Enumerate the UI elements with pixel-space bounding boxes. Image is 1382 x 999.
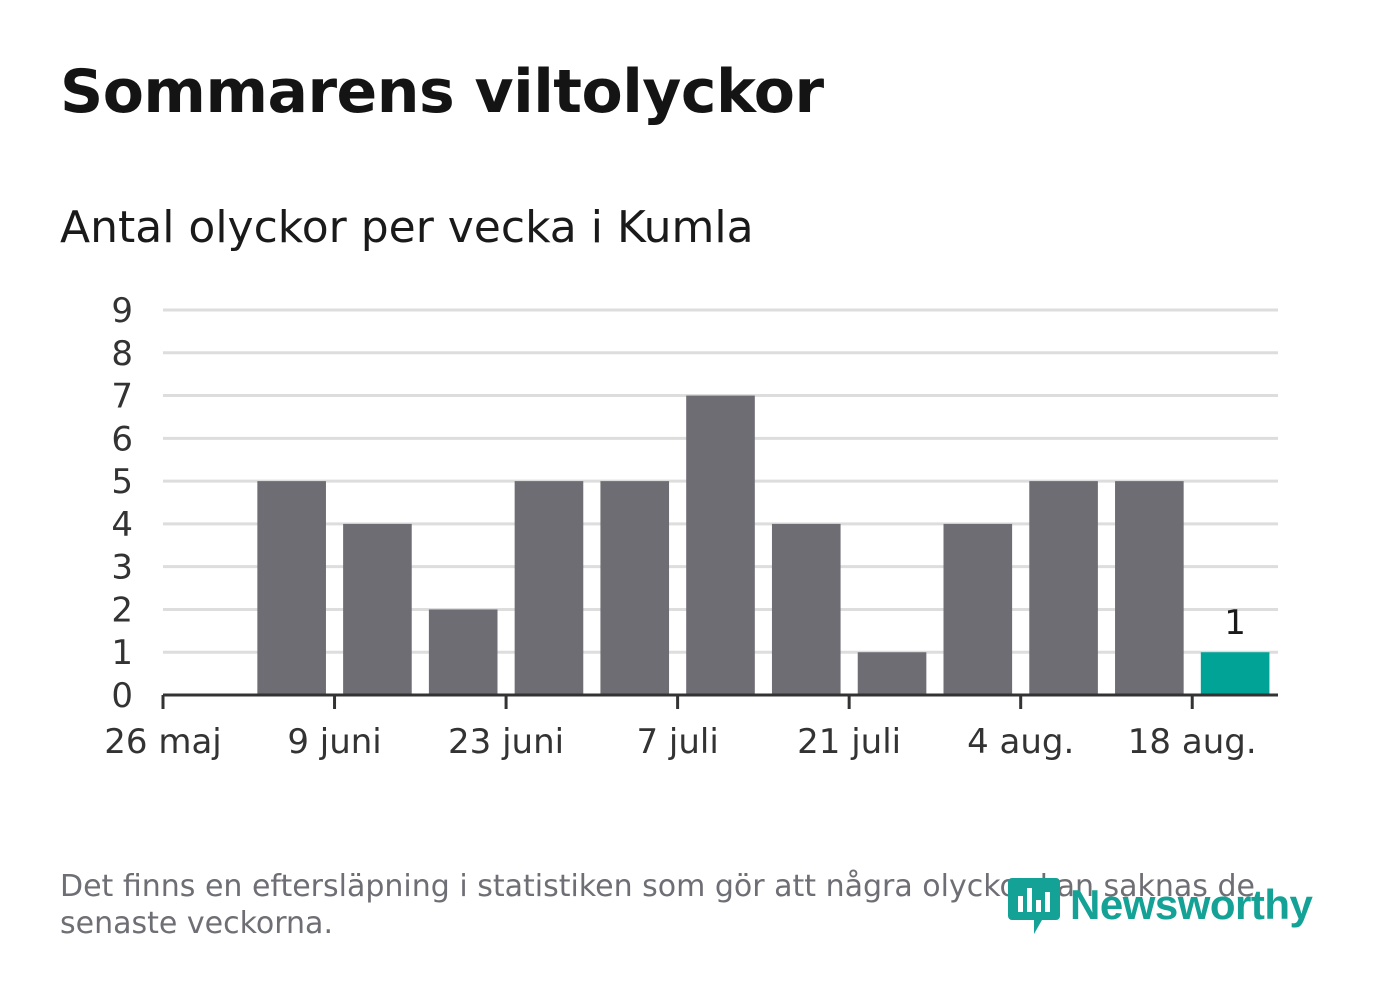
bar (600, 481, 670, 695)
bar (257, 481, 326, 695)
bar (686, 395, 755, 695)
y-tick-label: 8 (111, 334, 133, 374)
y-tick-label: 9 (111, 291, 133, 331)
bar (514, 481, 584, 695)
chart-title: Sommarens viltolyckor (60, 57, 824, 127)
x-tick-label: 4 aug. (967, 722, 1074, 762)
x-tick-label: 9 juni (287, 722, 381, 762)
y-tick-label: 2 (111, 590, 133, 630)
x-tick-label: 7 juli (636, 722, 718, 762)
bar (1029, 481, 1098, 695)
chart-subtitle: Antal olyckor per vecka i Kumla (60, 202, 754, 253)
newsworthy-logo: Newsworthy (1008, 874, 1313, 936)
y-tick-label: 5 (111, 462, 133, 502)
bar (771, 523, 841, 695)
x-tick-label: 26 maj (104, 722, 221, 762)
bar (343, 523, 412, 695)
bar-value-label: 1 (1224, 603, 1246, 643)
y-tick-label: 3 (111, 548, 133, 588)
bar (857, 652, 927, 695)
x-tick-label: 23 juni (448, 722, 564, 762)
bar (1115, 481, 1184, 695)
y-tick-label: 6 (111, 419, 133, 459)
data-labels: 1 (1224, 603, 1246, 643)
bars (257, 395, 1270, 695)
newsworthy-chart-icon (1008, 878, 1060, 934)
y-tick-label: 4 (111, 505, 133, 545)
bar (428, 609, 498, 695)
x-tick-label: 18 aug. (1128, 722, 1257, 762)
bar (1200, 652, 1270, 695)
bar (943, 523, 1013, 695)
x-axis-ticks: 26 maj 9 juni 23 juni 7 juli 21 juli 4 aug. 18… (104, 695, 1257, 762)
y-tick-label: 7 (111, 377, 133, 417)
y-tick-label: 1 (111, 633, 133, 673)
y-tick-label: 0 (111, 676, 133, 716)
logo-text: Newsworthy (1070, 881, 1313, 928)
x-tick-label: 21 juli (797, 722, 901, 762)
